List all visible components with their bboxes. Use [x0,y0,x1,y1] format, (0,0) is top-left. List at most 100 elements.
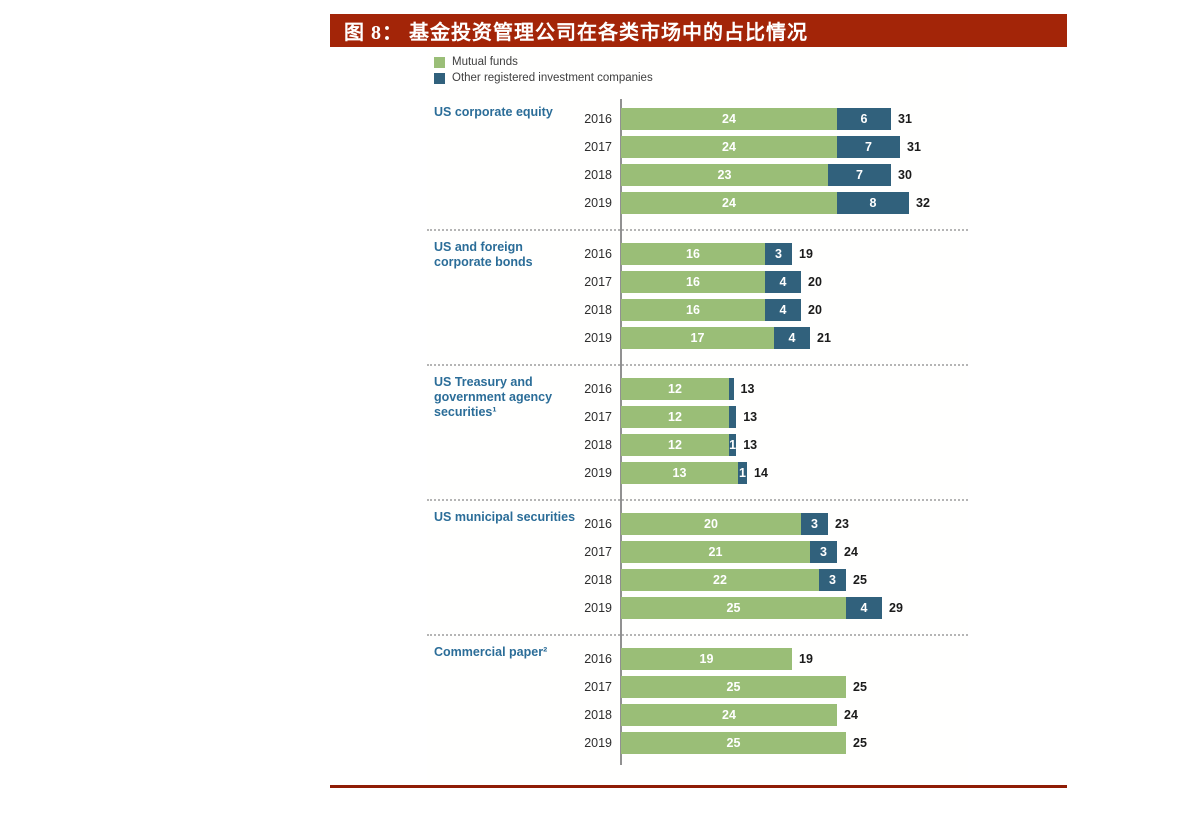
mutual-funds-value: 20 [704,517,718,531]
bar-row: 2016 24 6 31 [427,108,968,130]
other-companies-segment: 4 [846,597,882,619]
other-companies-value: 4 [860,601,868,615]
mutual-funds-value: 13 [672,466,687,480]
legend-item-other-registered-investment-companies: Other registered investment companies [434,72,968,85]
total-value: 21 [817,331,831,345]
mutual-funds-segment: 23 [621,164,828,186]
mutual-funds-value: 21 [708,545,723,559]
other-companies-value: 3 [775,247,782,261]
other-companies-value: 1 [739,466,746,480]
stacked-bar: 24 6 [621,108,891,130]
bar-row: 2019 25 25 [427,732,968,754]
other-companies-value: 8 [869,196,877,210]
mutual-funds-segment: 25 [621,676,846,698]
category-rows: 2016 12 13 2017 12 13 2018 12 1 13 2019 13 1 14 [427,378,968,484]
total-value: 31 [898,112,912,126]
mutual-funds-segment: 16 [621,299,765,321]
legend: Mutual funds Other registered investment … [427,47,968,85]
year-label: 2016 [584,382,612,396]
mutual-funds-segment: 24 [621,704,837,726]
total-value: 13 [743,438,758,452]
year-label: 2017 [584,545,612,559]
year-label: 2019 [584,466,612,480]
bottom-rule [330,785,1067,788]
bar-row: 2019 24 8 32 [427,192,968,214]
mutual-funds-segment: 19 [621,648,792,670]
category-rows: 2016 19 19 2017 25 25 2018 24 24 2019 25 25 [427,648,968,754]
category-rows: 2016 20 3 23 2017 21 3 24 2018 22 3 25 2019 25 4 29 [427,513,968,619]
other-companies-value: 3 [811,517,818,531]
other-companies-segment: 3 [801,513,828,535]
legend-swatch-other-registered-investment-companies [434,73,445,84]
figure-title-bar: 图 8： 基金投资管理公司在各类市场中的占比情况 [330,14,1067,47]
stacked-bar: 25 [621,732,846,754]
total-value: 20 [808,275,822,289]
bar-row: 2017 21 3 24 [427,541,968,563]
other-companies-segment: 4 [765,271,801,293]
chart-section-5: Commercial paper² 2016 19 19 2017 25 25 2018 24 2… [427,634,968,769]
stacked-bar: 16 4 [621,299,801,321]
mutual-funds-segment: 25 [621,597,846,619]
category-label: US corporate equity [434,105,553,119]
total-value: 24 [844,545,858,559]
year-label: 2019 [584,196,612,210]
mutual-funds-segment: 21 [621,541,810,563]
bar-row: 2016 20 3 23 [427,513,968,535]
year-label: 2019 [584,736,612,750]
bar-row: 2018 12 1 13 [427,434,968,456]
mutual-funds-value: 24 [722,196,736,210]
bar-row: 2018 23 7 30 [427,164,968,186]
other-companies-segment: 3 [819,569,846,591]
total-value: 20 [808,303,822,317]
mutual-funds-value: 12 [668,438,682,452]
mutual-funds-segment: 25 [621,732,846,754]
category-label: US Treasury and government agency securi… [434,375,553,419]
stacked-bar: 12 [621,378,734,400]
total-value: 30 [898,168,912,182]
mutual-funds-segment: 24 [621,108,837,130]
mutual-funds-segment: 13 [621,462,738,484]
total-value: 29 [889,601,903,615]
other-companies-value: 4 [779,275,787,289]
year-label: 2016 [584,247,612,261]
total-value: 24 [844,708,858,722]
bar-row: 2016 12 13 [427,378,968,400]
total-value: 25 [853,573,867,587]
figure-title: 图 8： 基金投资管理公司在各类市场中的占比情况 [344,22,808,44]
total-value: 14 [754,466,768,480]
stacked-bar: 19 [621,648,792,670]
mutual-funds-value: 17 [690,331,705,345]
other-companies-segment: 4 [774,327,810,349]
total-value: 23 [835,517,849,531]
other-companies-segment [729,378,734,400]
stacked-bar: 25 [621,676,846,698]
stacked-bar: 12 [621,406,737,428]
bar-row: 2017 25 25 [427,676,968,698]
stacked-bar: 24 7 [621,136,900,158]
chart-section-4: US municipal securities 2016 20 3 23 2017 21 3 2… [427,499,968,634]
stacked-bar: 25 4 [621,597,882,619]
bar-row: 2018 22 3 25 [427,569,968,591]
other-companies-segment [729,406,737,428]
year-label: 2017 [584,140,612,154]
bar-row: 2019 13 1 14 [427,462,968,484]
other-companies-segment: 3 [765,243,792,265]
other-companies-value: 3 [829,573,836,587]
mutual-funds-value: 24 [722,708,736,722]
other-companies-value: 6 [860,112,868,126]
category-label: US municipal securities [434,510,576,524]
year-label: 2019 [584,601,612,615]
other-companies-segment: 3 [810,541,837,563]
bar-row: 2017 16 4 20 [427,271,968,293]
other-companies-segment: 6 [837,108,891,130]
stacked-bar: 22 3 [621,569,846,591]
legend-swatch-mutual-funds [434,57,445,68]
stacked-bar: 24 8 [621,192,909,214]
year-label: 2016 [584,517,612,531]
other-companies-segment: 8 [837,192,909,214]
total-value: 25 [853,680,867,694]
legend-label-mutual-funds: Mutual funds [452,56,518,68]
mutual-funds-segment: 12 [621,406,729,428]
mutual-funds-segment: 16 [621,271,765,293]
